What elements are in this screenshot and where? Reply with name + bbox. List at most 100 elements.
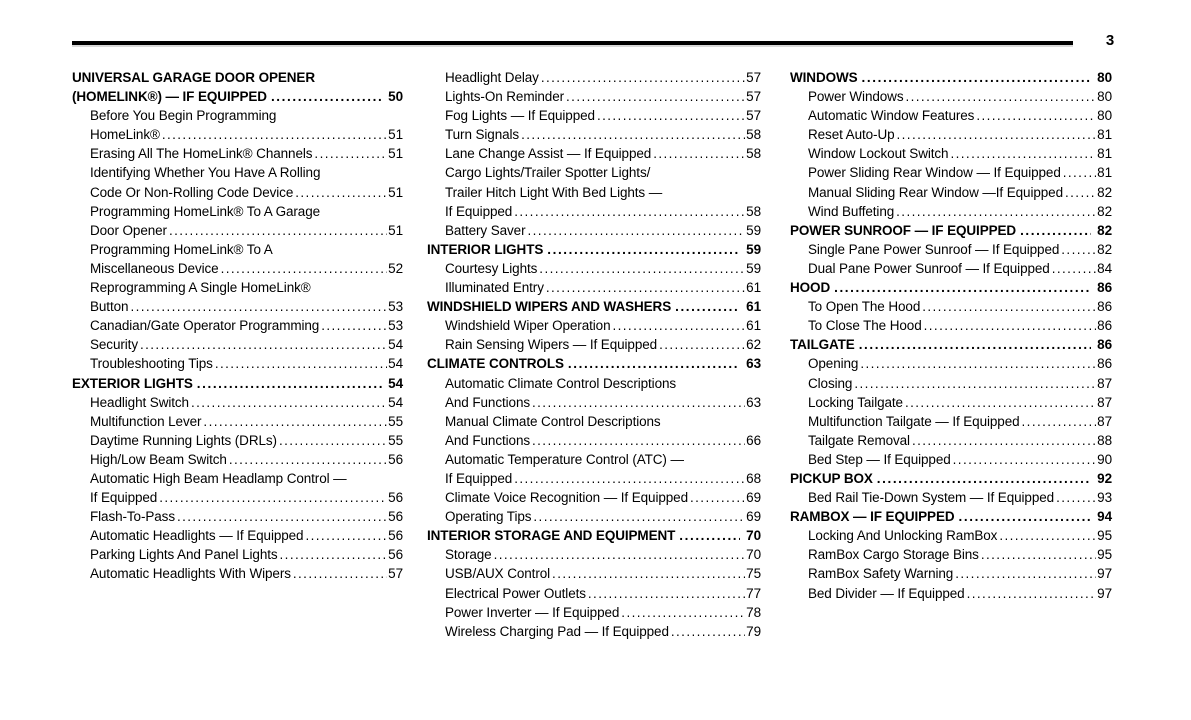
toc-entry-label: Bed Step — If Equipped (808, 451, 951, 467)
toc-entry-page: 54 (388, 356, 403, 372)
toc-entry: Wireless Charging Pad — If Equipped 79 (427, 622, 761, 641)
toc-leader-dots (950, 144, 1096, 163)
toc-entry-page: 77 (746, 585, 761, 601)
toc-entry: INTERIOR LIGHTS 59 (427, 240, 761, 259)
toc-entry-page: 88 (1097, 432, 1112, 448)
toc-entry-label: If Equipped (445, 203, 513, 219)
toc-entry-label: Lights-On Reminder (445, 89, 565, 105)
toc-entry-label: Tailgate Removal (808, 432, 910, 448)
toc-entry: Windshield Wiper Operation 61 (427, 316, 761, 335)
toc-entry-label: Wireless Charging Pad — If Equipped (445, 623, 669, 639)
toc-entry-page: 56 (388, 451, 403, 467)
toc-leader-dots (1061, 240, 1096, 259)
toc-entry: Automatic Headlights — If Equipped 56 (72, 526, 403, 545)
toc-leader-dots (494, 545, 746, 564)
toc-entry-label: Cargo Lights/Trailer Spotter Lights/ (445, 165, 651, 181)
toc-entry-page: 58 (746, 127, 761, 143)
toc-entry-label: Turn Signals (445, 127, 520, 143)
toc-leader-dots (955, 564, 1096, 583)
toc-leader-dots (897, 125, 1097, 144)
toc-leader-dots (568, 354, 740, 373)
toc-entry-label: Automatic Window Features (808, 108, 975, 124)
toc-entry: High/Low Beam Switch 56 (72, 450, 403, 469)
toc-entry-label: Automatic Temperature Control (ATC) — (445, 451, 684, 467)
toc-entry-label: Automatic High Beam Headlamp Control — (90, 470, 347, 486)
toc-entry-page: 87 (1097, 413, 1112, 429)
toc-entry-page: 51 (388, 127, 403, 143)
toc-entry-page: 84 (1097, 260, 1112, 276)
toc-entry: (HOMELINK®) — IF EQUIPPED 50 (72, 87, 403, 106)
toc-leader-dots (690, 488, 745, 507)
toc-leader-dots (671, 622, 745, 641)
toc-entry-label: Canadian/Gate Operator Programming (90, 318, 320, 334)
toc-leader-dots (999, 526, 1096, 545)
toc-entry: Lane Change Assist — If Equipped 58 (427, 144, 761, 163)
toc-leader-dots (675, 297, 740, 316)
toc-entry-label: Power Windows (808, 89, 904, 105)
toc-entry-page: 81 (1097, 146, 1112, 162)
toc-entry-label: Fog Lights — If Equipped (445, 108, 595, 124)
toc-leader-dots (912, 431, 1096, 450)
toc-entry-label: High/Low Beam Switch (90, 451, 227, 467)
toc-entry: Button 53 (72, 297, 403, 316)
toc-entry-label: Courtesy Lights (445, 260, 538, 276)
toc-entry: Single Pane Power Sunroof — If Equipped 8… (790, 240, 1112, 259)
toc-entry-page: 80 (1097, 70, 1112, 85)
toc-entry: Multifunction Lever 55 (72, 412, 403, 431)
toc-entry-page: 59 (746, 241, 761, 257)
toc-entry-label: WINDOWS (790, 70, 858, 85)
toc-entry-label: Reprogramming A Single HomeLink® (90, 280, 311, 296)
toc-entry-page: 63 (746, 356, 761, 372)
toc-leader-dots (541, 68, 745, 87)
toc-leader-dots (203, 412, 387, 431)
toc-leader-dots (588, 584, 745, 603)
toc-entry: Canadian/Gate Operator Programming 53 (72, 316, 403, 335)
toc-entry-page: 86 (1097, 299, 1112, 315)
toc-entry-page: 78 (746, 604, 761, 620)
toc-entry-label: Locking And Unlocking RamBox (808, 528, 998, 544)
toc-entry: Opening 86 (790, 354, 1112, 373)
toc-entry-page: 68 (746, 470, 761, 486)
toc-leader-dots (532, 393, 745, 412)
toc-entry-label: Multifunction Lever (90, 413, 202, 429)
toc-entry-page: 79 (746, 623, 761, 639)
toc-column-3: WINDOWS80Power Windows80Automatic Window… (790, 68, 1112, 603)
toc-entry-label: To Open The Hood (808, 299, 921, 315)
toc-leader-dots (896, 202, 1096, 221)
toc-entry-label: Climate Voice Recognition — If Equipped (445, 490, 688, 506)
toc-entry: Lights-On Reminder 57 (427, 87, 761, 106)
toc-entry: Window Lockout Switch 81 (790, 144, 1112, 163)
toc-entry: RAMBOX — IF EQUIPPED 94 (790, 507, 1112, 526)
toc-entry-label: Identifying Whether You Have A Rolling (90, 165, 321, 181)
toc-leader-dots (271, 87, 382, 106)
toc-leader-dots (905, 87, 1096, 106)
toc-entry-page: 56 (388, 509, 403, 525)
toc-entry-label: Programming HomeLink® To A Garage (90, 203, 321, 219)
toc-entry-page: 82 (1097, 241, 1112, 257)
toc-entry-page: 51 (388, 146, 403, 162)
toc-entry: RamBox Cargo Storage Bins 95 (790, 545, 1112, 564)
toc-entry-page: 82 (1097, 184, 1112, 200)
toc-entry-page: 86 (1097, 356, 1112, 372)
toc-entry-label: Operating Tips (445, 509, 532, 525)
toc-entry: Headlight Delay 57 (427, 68, 761, 87)
toc-entry-label: And Functions (445, 432, 530, 448)
toc-entry-label: Headlight Delay (445, 70, 539, 85)
toc-leader-dots (621, 603, 745, 622)
toc-entry-page: 81 (1097, 165, 1112, 181)
toc-leader-dots (566, 87, 745, 106)
toc-entry-label: Manual Sliding Rear Window —If Equipped (808, 184, 1063, 200)
toc-entry-page: 82 (1097, 222, 1112, 238)
toc-leader-dots (197, 374, 382, 393)
toc-entry: Trailer Hitch Light With Bed Lights — (427, 183, 761, 202)
page-number: 3 (1105, 32, 1115, 49)
toc-leader-dots (159, 488, 387, 507)
toc-leader-dots (924, 316, 1097, 335)
toc-entry-page: 51 (388, 184, 403, 200)
toc-entry: Flash-To-Pass 56 (72, 507, 403, 526)
toc-entry-page: 55 (388, 413, 403, 429)
toc-leader-dots (1065, 183, 1096, 202)
toc-entry: And Functions 63 (427, 393, 761, 412)
toc-entry-label: UNIVERSAL GARAGE DOOR OPENER (72, 70, 315, 85)
toc-entry: POWER SUNROOF — IF EQUIPPED 82 (790, 221, 1112, 240)
